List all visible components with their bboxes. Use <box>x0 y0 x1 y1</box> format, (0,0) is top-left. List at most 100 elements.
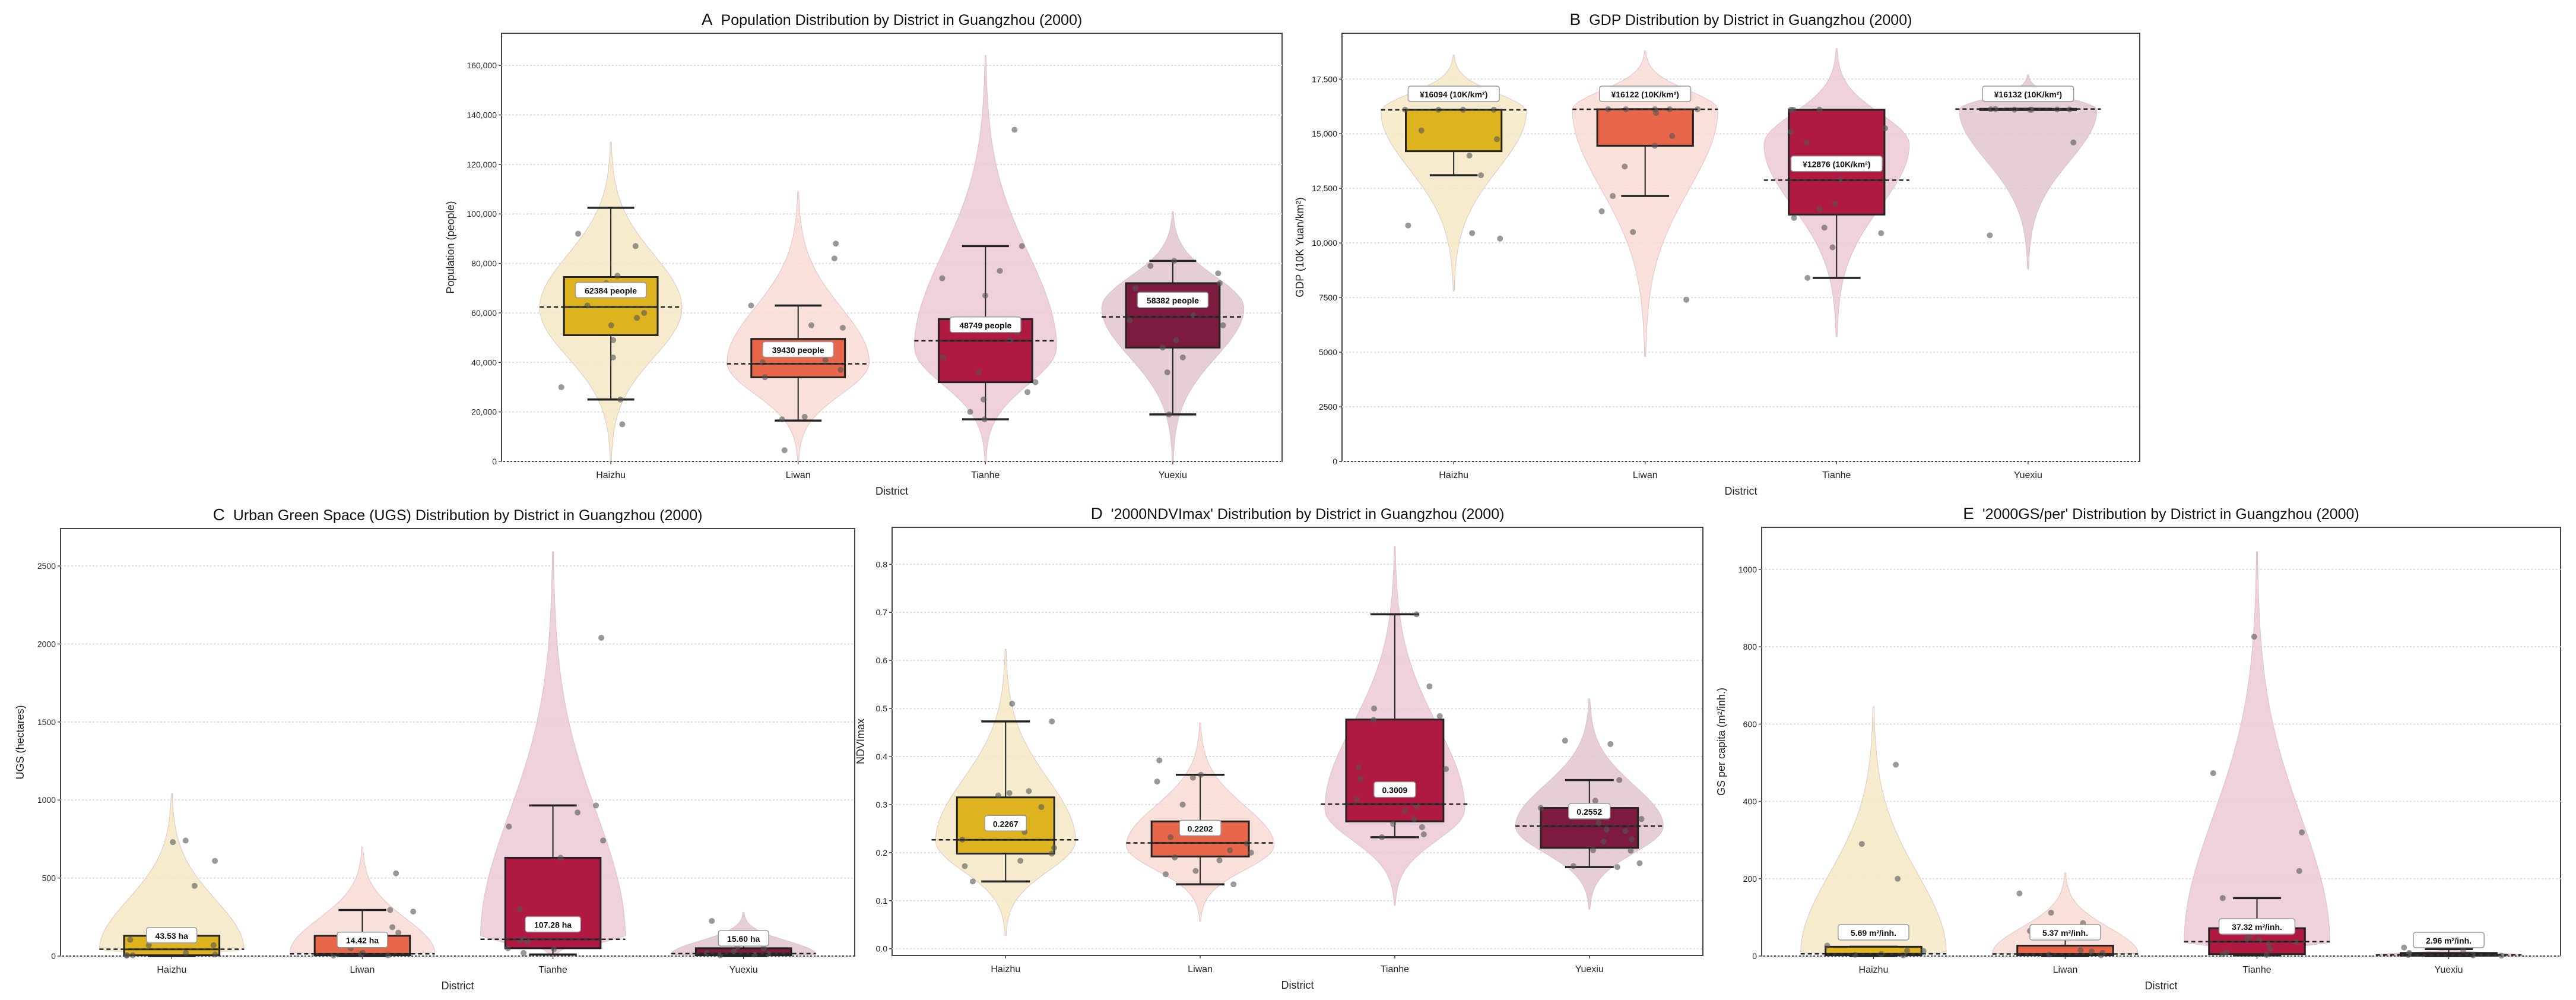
group-liwan: Liwan 14.42 ha <box>289 846 436 975</box>
panel-d: 0.0 0.1 0.2 0.3 0.4 0.5 0.6 0.7 0.8 D '2000NDVImax… <box>855 504 1703 991</box>
box <box>504 856 602 950</box>
data-point <box>1227 847 1233 853</box>
group-tianhe: Tianhe 37.32 m²/inh. <box>2184 552 2330 975</box>
data-point <box>2296 868 2302 874</box>
y-axis-label: UGS (hectares) <box>14 705 26 779</box>
data-point <box>1189 774 1196 781</box>
data-point <box>939 275 946 281</box>
data-point <box>1154 779 1160 785</box>
data-point <box>516 937 523 944</box>
data-point <box>748 302 754 309</box>
data-point <box>981 416 988 423</box>
data-point <box>751 951 758 958</box>
data-point <box>1478 172 1484 179</box>
data-point <box>1411 816 1417 822</box>
x-tick-label: Yuexiu <box>2435 965 2463 975</box>
data-point <box>1622 163 1628 170</box>
data-point <box>2219 895 2226 901</box>
value-label-box <box>949 317 1021 333</box>
violin <box>289 846 436 957</box>
data-point <box>1248 849 1254 856</box>
data-point <box>982 292 988 299</box>
data-point <box>1179 801 1186 808</box>
y-tick-label: 0 <box>1752 951 1757 961</box>
value-label: 14.42 ha <box>346 936 379 945</box>
data-point <box>781 447 788 454</box>
value-label: 39430 people <box>772 345 824 355</box>
data-point <box>1821 224 1828 231</box>
y-tick-label: 0.1 <box>876 896 888 906</box>
data-point <box>1893 761 1899 768</box>
data-point <box>765 951 772 957</box>
data-point <box>1490 106 1497 113</box>
data-point <box>1788 128 1794 135</box>
group-haizhu: Haizhu 43.53 ha <box>99 793 245 975</box>
data-point <box>1628 847 1634 854</box>
chart-title-group: D '2000NDVImax' Distribution by District … <box>1091 504 1505 523</box>
group-yuexiu: Yuexiu 0.2552 <box>1515 698 1664 974</box>
value-label-box <box>525 916 582 933</box>
data-point <box>981 396 987 403</box>
value-label-box <box>1373 781 1416 798</box>
data-point <box>801 413 808 420</box>
y-tick-label: 20,000 <box>471 407 497 417</box>
data-point <box>1595 819 1602 826</box>
data-point <box>1215 270 1222 277</box>
data-point <box>1600 838 1607 845</box>
data-point <box>1156 757 1163 764</box>
violin <box>1959 74 2098 270</box>
y-tick-label: 0.4 <box>876 752 888 761</box>
chart-title-group: E '2000GS/per' Distribution by District i… <box>1963 504 2359 523</box>
group-liwan: Liwan ¥16122 (10K/km²) <box>1572 50 1718 480</box>
group-tianhe: Tianhe 48749 people <box>913 55 1057 480</box>
chart-title-group: A Population Distribution by District in … <box>702 10 1082 29</box>
value-label: ¥12876 (10K/km²) <box>1803 160 1870 169</box>
value-label-box <box>2029 924 2101 941</box>
value-label-box <box>1790 155 1883 172</box>
value-label: ¥16122 (10K/km²) <box>1611 90 1679 99</box>
data-point <box>127 936 134 943</box>
x-tick-label: Liwan <box>2053 965 2078 975</box>
data-point <box>1652 143 1658 149</box>
value-label-box <box>1838 924 1909 941</box>
data-point <box>1443 766 1449 773</box>
x-tick-label: Liwan <box>1633 470 1658 480</box>
group-yuexiu: Yuexiu 2.96 m²/inh. <box>2375 932 2523 975</box>
data-point <box>833 240 839 247</box>
data-point <box>1804 275 1811 281</box>
group-liwan: Liwan 5.37 m²/inh. <box>1992 872 2139 975</box>
x-axis-label: District <box>1281 979 1314 991</box>
violin <box>99 793 245 957</box>
chart-title-group: B GDP Distribution by District in Guangzh… <box>1570 10 1912 29</box>
data-point <box>1419 824 1425 830</box>
panel-letter: D <box>1091 504 1103 523</box>
value-label: 58382 people <box>1147 296 1199 305</box>
value-label-box <box>575 281 647 299</box>
value-label: ¥16094 (10K/km²) <box>1420 90 1487 99</box>
data-point <box>1011 126 1018 133</box>
value-label-box <box>2218 918 2296 935</box>
group-yuexiu: Yuexiu 15.60 ha <box>671 912 817 975</box>
data-point <box>617 396 624 403</box>
data-point <box>525 939 531 945</box>
data-point <box>1497 235 1503 242</box>
x-tick-label: Haizhu <box>157 965 186 975</box>
data-point <box>1816 106 1823 113</box>
y-axis-label: GDP (10K Yuan/km²) <box>1294 197 1306 297</box>
data-point <box>2077 947 2084 954</box>
data-point <box>1829 244 1836 251</box>
data-point <box>1418 127 1425 134</box>
data-point <box>1622 828 1629 834</box>
data-point <box>822 357 829 363</box>
panel-c: 0 500 1000 1500 2000 2500 C Urban Green Space (… <box>14 505 855 992</box>
group-yuexiu: Yuexiu ¥16132 (10K/km²) <box>1955 74 2101 480</box>
data-point <box>558 384 564 390</box>
data-point <box>1038 803 1045 810</box>
chart-title: '2000GS/per' Distribution by District in… <box>1982 506 2359 523</box>
value-label: 2.96 m²/inh. <box>2426 936 2472 945</box>
y-tick-label: 2500 <box>37 561 56 571</box>
data-point <box>1466 153 1473 159</box>
data-point <box>1987 106 1994 113</box>
data-point <box>2089 948 2095 955</box>
data-point <box>1590 847 1596 853</box>
